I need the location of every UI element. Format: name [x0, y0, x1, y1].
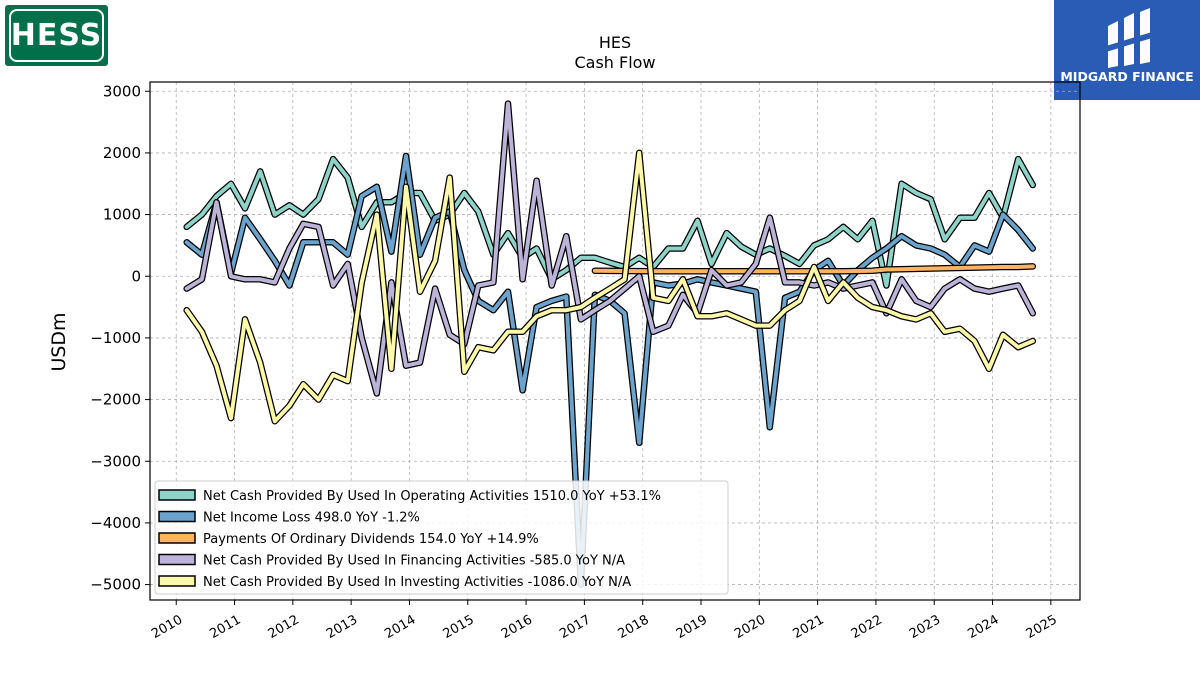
hess-logo-wordmark: HESS	[10, 18, 103, 53]
legend-item: Payments Of Ordinary Dividends 154.0 YoY…	[158, 532, 539, 547]
y-tick-label: −3000	[90, 452, 141, 470]
plot-frame	[149, 81, 1081, 601]
series-line	[591, 263, 1037, 275]
x-tick-label: 2023	[907, 612, 943, 642]
legend-swatch	[158, 532, 196, 544]
legend-item: Net Cash Provided By Used In Investing A…	[158, 575, 631, 590]
series-lines	[183, 100, 1037, 588]
legend-swatch	[158, 510, 196, 523]
y-tick-label: −5000	[90, 576, 141, 594]
x-tick-label: 2017	[557, 612, 593, 642]
series-line-stroke	[184, 157, 1035, 288]
midgard-monogram-icon	[1106, 8, 1152, 68]
y-axis-ticks: 3000 2000 1000 0 −1000 −2000 −3000 −4000 −5000	[90, 82, 150, 594]
x-tick-label: 2022	[849, 612, 885, 642]
x-tick-label: 2020	[732, 612, 768, 642]
y-tick-label: −1000	[90, 329, 141, 347]
y-tick-label: −2000	[90, 391, 141, 409]
legend-label: Net Cash Provided By Used In Financing A…	[203, 554, 625, 569]
x-tick-label: 2018	[616, 612, 652, 642]
legend-swatch	[158, 553, 196, 566]
legend: Net Cash Provided By Used In Operating A…	[154, 480, 729, 595]
x-tick-label: 2014	[382, 612, 418, 642]
x-axis-ticks: 2010 2011 2012 2013 2014 2015 2016 2017 2018 2019…	[149, 600, 1060, 642]
x-tick-label: 2015	[441, 612, 477, 642]
series-line	[183, 100, 1037, 397]
x-tick-label: 2011	[207, 612, 243, 642]
legend-box	[154, 480, 729, 595]
chart-title: HES	[599, 33, 631, 52]
legend-label: Net Income Loss 498.0 YoY -1.2%	[203, 511, 420, 526]
legend-item: Net Cash Provided By Used In Operating A…	[158, 489, 661, 504]
x-tick-label: 2012	[266, 612, 302, 642]
x-tick-label: 2019	[674, 612, 710, 642]
y-tick-label: 3000	[103, 82, 141, 100]
y-axis-label: USDm	[48, 312, 70, 371]
x-tick-label: 2010	[149, 612, 185, 642]
y-tick-label: −4000	[90, 514, 141, 532]
x-tick-label: 2013	[324, 612, 360, 642]
legend-item: Net Income Loss 498.0 YoY -1.2%	[158, 510, 420, 526]
series-line-stroke	[184, 101, 1035, 396]
x-tick-label: 2025	[1024, 612, 1060, 642]
chart-subtitle: Cash Flow	[574, 53, 655, 72]
hess-logo-frame: HESS	[9, 9, 104, 62]
legend-swatch	[158, 489, 196, 501]
legend-item: Net Cash Provided By Used In Financing A…	[158, 553, 625, 569]
series-line	[183, 149, 1037, 425]
x-tick-label: 2024	[965, 612, 1001, 642]
series-line	[183, 155, 1037, 289]
legend-label: Payments Of Ordinary Dividends 154.0 YoY…	[203, 532, 539, 547]
y-tick-label: 2000	[103, 144, 141, 162]
legend-label: Net Cash Provided By Used In Investing A…	[203, 575, 631, 590]
series-line-stroke	[592, 264, 1035, 274]
x-tick-label: 2016	[499, 612, 535, 642]
midgard-finance-logo: MIDGARD FINANCE	[1054, 0, 1200, 100]
midgard-finance-wordmark: MIDGARD FINANCE	[1060, 69, 1194, 84]
series-line-stroke	[184, 150, 1035, 424]
legend-label: Net Cash Provided By Used In Operating A…	[203, 489, 661, 504]
hess-logo: HESS	[5, 5, 108, 66]
y-tick-label: 1000	[103, 206, 141, 224]
x-tick-label: 2021	[790, 612, 826, 642]
series-line-outline	[183, 100, 1037, 397]
y-tick-label: 0	[131, 267, 141, 285]
legend-swatch	[158, 575, 196, 587]
